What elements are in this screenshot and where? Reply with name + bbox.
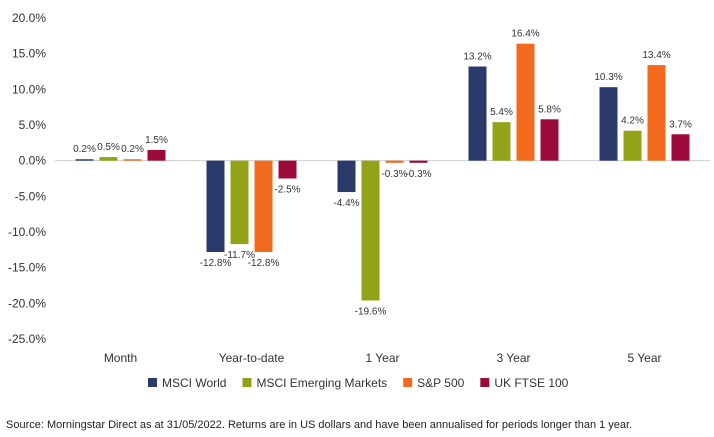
data-label: -11.7% (224, 250, 255, 261)
legend-label: MSCI World (162, 376, 226, 390)
legend-swatch (242, 378, 252, 387)
bar (337, 160, 356, 193)
data-label: 4.2% (621, 116, 644, 127)
data-label: 0.5% (97, 142, 120, 153)
legend-label: UK FTSE 100 (494, 376, 568, 390)
data-label: -0.3% (405, 169, 431, 180)
chart-area: 20.0% 15.0% 10.0% 5.0% 0.0% -5.0% -10.0% -15.0%… (8, 11, 710, 390)
data-label: 0.2% (121, 144, 144, 155)
bar (599, 87, 618, 161)
bar (147, 149, 166, 161)
data-label: 16.4% (511, 29, 539, 40)
bar (254, 160, 273, 252)
bar (492, 122, 511, 161)
x-tick-label: 5 Year (627, 351, 661, 365)
y-tick-label: -15.0% (8, 261, 46, 275)
bar (623, 130, 642, 161)
bar (409, 160, 428, 163)
bar (516, 43, 535, 161)
bar (206, 160, 225, 252)
x-tick-label: 3 Year (496, 351, 530, 365)
y-tick-label: -25.0% (8, 332, 46, 346)
bar (671, 134, 690, 161)
x-tick-label: 1 Year (365, 351, 399, 365)
y-tick-label: 10.0% (12, 82, 46, 96)
bar (75, 159, 94, 161)
bar (361, 160, 380, 301)
data-label: -12.8% (200, 258, 232, 269)
data-label: -2.5% (274, 185, 300, 196)
data-label: 13.4% (642, 50, 670, 61)
bar (99, 157, 118, 161)
y-tick-label: -10.0% (8, 225, 46, 239)
bar (647, 65, 666, 161)
data-label: 5.8% (538, 104, 561, 115)
bar (540, 119, 559, 161)
y-tick-label: 5.0% (19, 118, 47, 132)
y-tick-label: 20.0% (12, 11, 46, 25)
bar (123, 159, 142, 161)
x-tick-label: Year-to-date (219, 351, 285, 365)
legend-label: S&P 500 (417, 376, 464, 390)
data-label: 5.4% (490, 107, 513, 118)
data-label: 13.2% (463, 52, 491, 63)
y-tick-label: 0.0% (19, 154, 47, 168)
x-tick-label: Month (104, 351, 137, 365)
source-note: Source: Morningstar Direct as at 31/05/2… (6, 419, 633, 431)
bar-chart: 20.0% 15.0% 10.0% 5.0% 0.0% -5.0% -10.0% -15.0%… (8, 11, 710, 390)
legend-label: MSCI Emerging Markets (256, 376, 387, 390)
legend-swatch (480, 378, 490, 387)
data-label: -12.8% (248, 258, 280, 269)
data-label: -4.4% (333, 198, 359, 209)
data-label: 3.7% (669, 119, 692, 130)
legend-swatch (148, 378, 157, 387)
data-label: 10.3% (594, 72, 622, 83)
bar (278, 160, 297, 179)
y-tick-label: -5.0% (15, 189, 47, 203)
y-tick-label: -20.0% (8, 296, 46, 310)
data-label: -0.3% (381, 169, 407, 180)
data-label: 0.2% (73, 144, 96, 155)
y-tick-label: 15.0% (12, 47, 46, 61)
bar (468, 66, 487, 161)
bar (385, 160, 404, 163)
data-label: -19.6% (355, 306, 387, 317)
data-label: 1.5% (145, 135, 168, 146)
bar (230, 160, 249, 245)
legend-swatch (403, 378, 413, 387)
